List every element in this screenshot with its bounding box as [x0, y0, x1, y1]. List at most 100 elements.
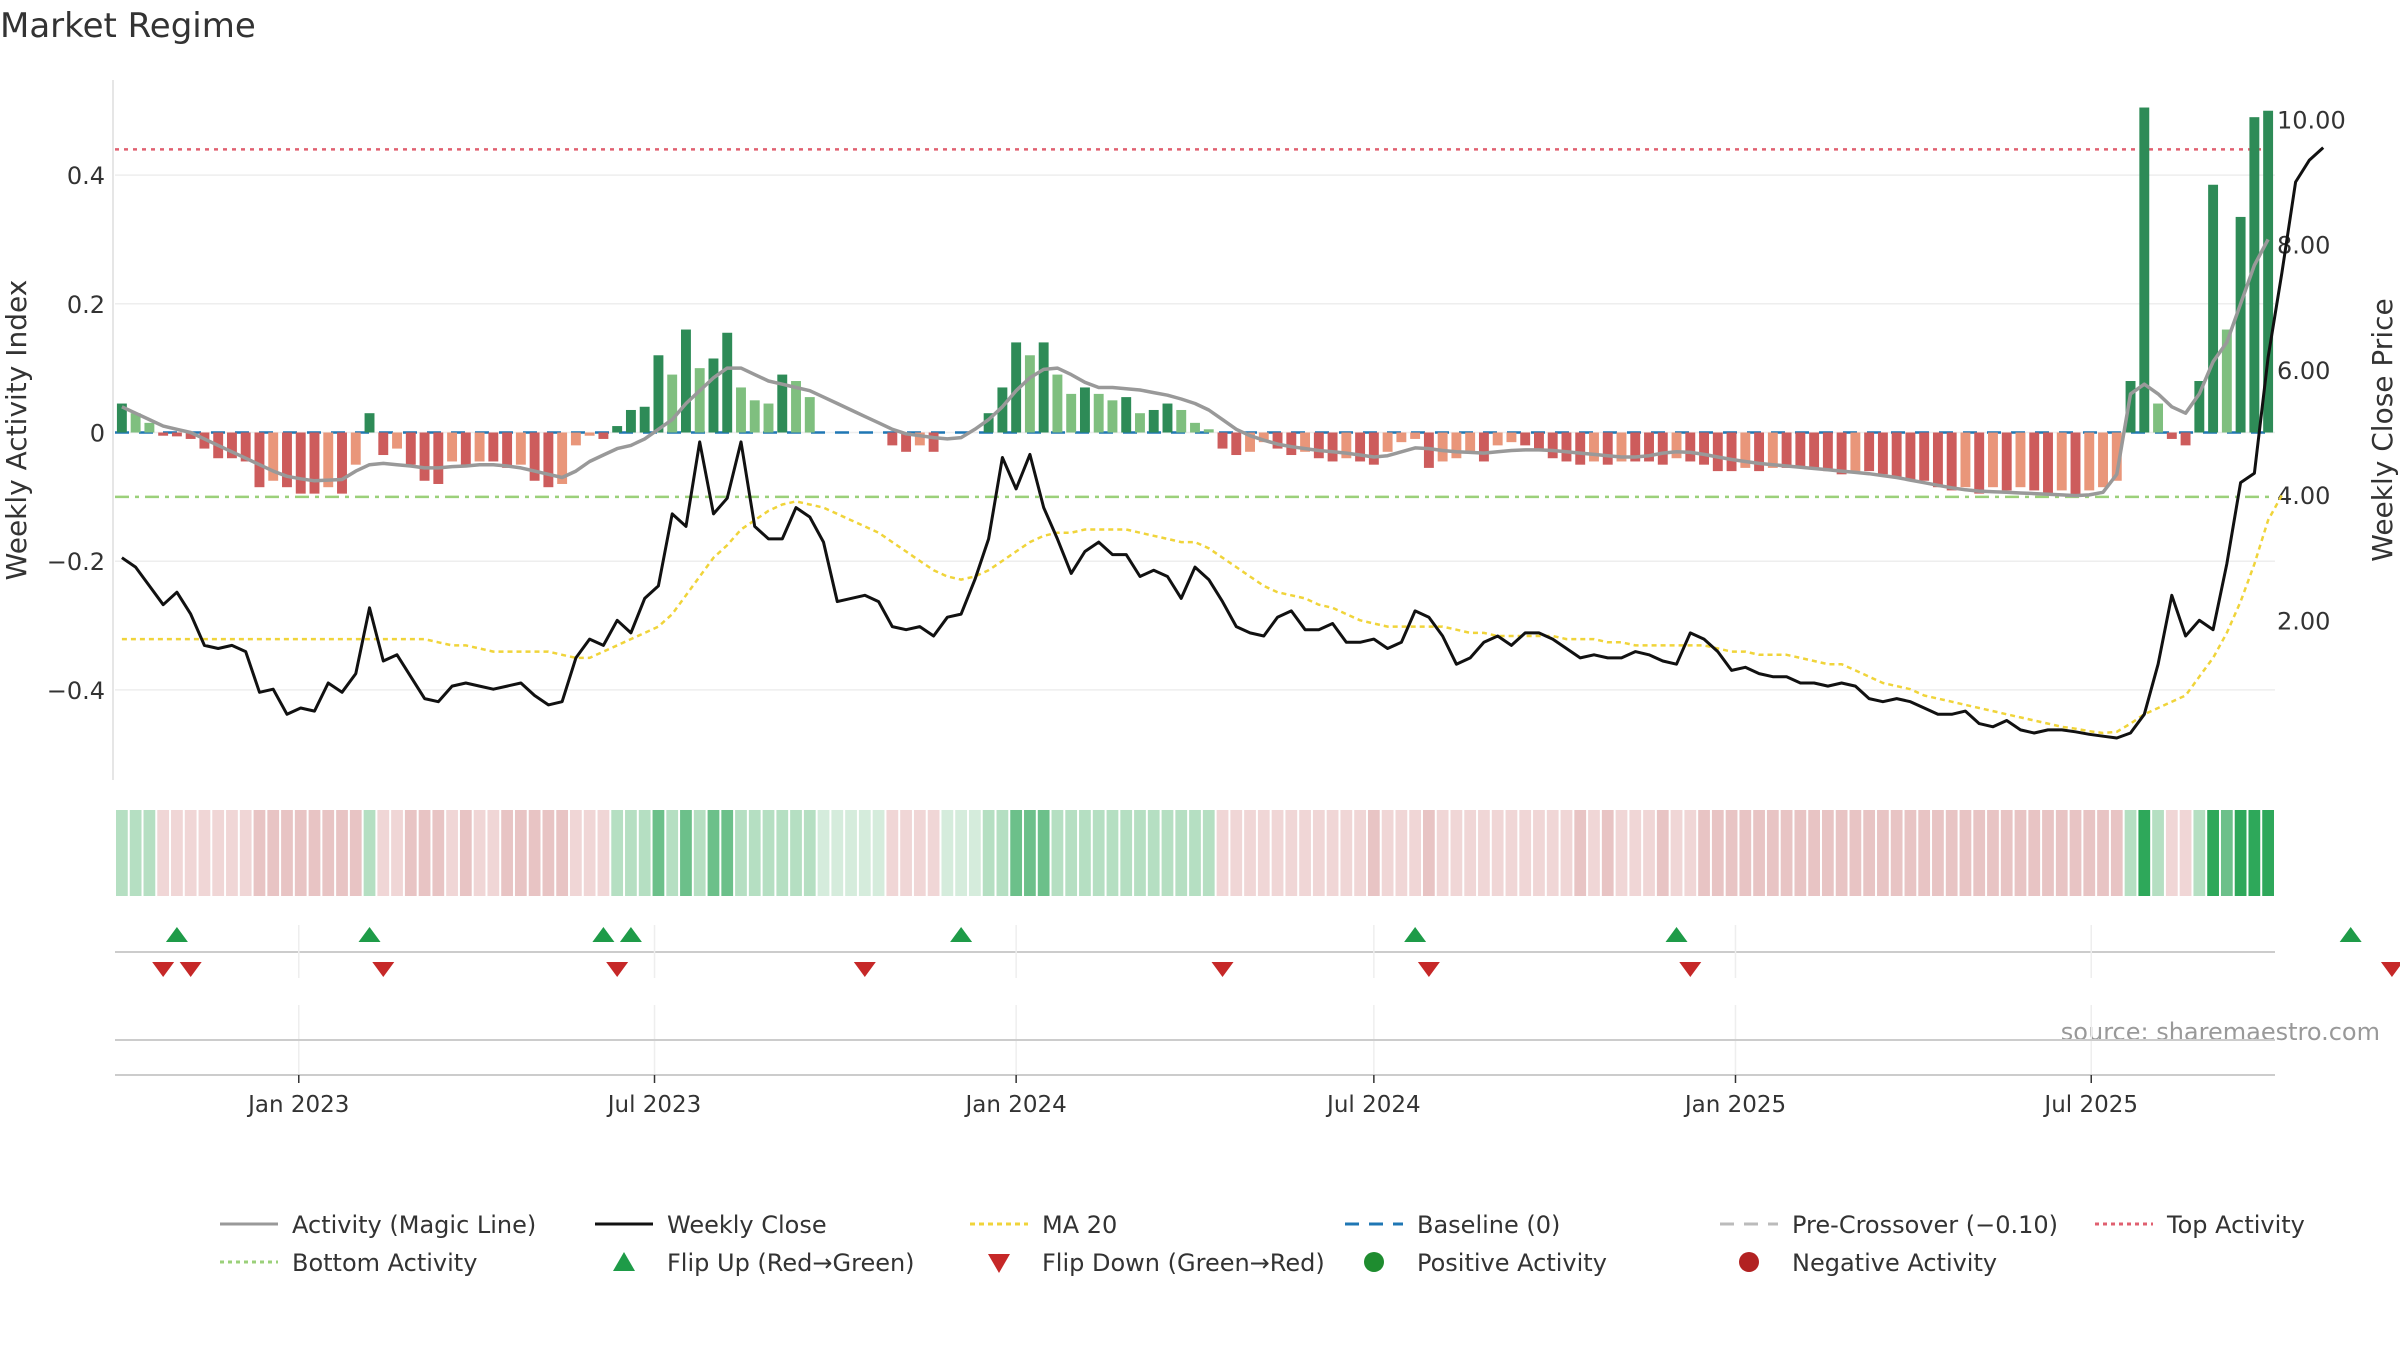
activity-bar	[1492, 432, 1503, 446]
activity-bar	[1699, 432, 1709, 465]
activity-bar	[914, 432, 925, 446]
x-tick-label: Jul 2025	[2042, 1092, 2138, 1118]
activity-bar	[158, 432, 169, 436]
regime-cell	[1780, 810, 1793, 896]
regime-cell	[432, 810, 445, 896]
regime-cell	[1753, 810, 1765, 896]
regime-cell	[982, 810, 995, 896]
legend-item: Top Activity	[2095, 1211, 2305, 1239]
activity-bar	[226, 432, 237, 459]
legend-item: Positive Activity	[1364, 1249, 1607, 1277]
x-tick-label: Jul 2024	[1325, 1092, 1421, 1118]
regime-strip	[116, 810, 2274, 896]
activity-bar	[708, 358, 719, 433]
legend-item: Flip Up (Red→Green)	[613, 1249, 915, 1277]
activity-bar	[2043, 432, 2053, 494]
regime-cell	[1354, 810, 1366, 896]
regime-cell	[2083, 810, 2096, 896]
activity-bar	[488, 432, 499, 462]
activity-bar	[1451, 432, 1462, 459]
regime-cell	[817, 810, 830, 896]
regime-cell	[900, 810, 912, 896]
regime-cell	[1656, 810, 1669, 896]
activity-bar	[1176, 409, 1187, 433]
flip-up-marker	[950, 927, 973, 942]
activity-bar	[901, 432, 912, 452]
regime-cell	[666, 810, 679, 896]
regime-cell	[1505, 810, 1518, 896]
flip-up-marker	[2339, 927, 2362, 942]
activity-bar	[1850, 432, 1861, 472]
legend-swatch	[1364, 1252, 1384, 1272]
regime-cell	[2248, 810, 2261, 896]
regime-cell	[1285, 810, 1298, 896]
regime-cell	[996, 810, 1009, 896]
regime-cell	[652, 810, 665, 896]
legend-swatch	[988, 1254, 1010, 1273]
legend-label: Pre-Crossover (−0.10)	[1792, 1211, 2058, 1239]
regime-cell	[404, 810, 417, 896]
activity-bar	[928, 432, 939, 452]
regime-cell	[913, 810, 926, 896]
activity-bar	[1107, 400, 1118, 433]
regime-cell	[1010, 810, 1023, 896]
regime-cell	[790, 810, 802, 896]
activity-bar	[529, 432, 540, 481]
regime-cell	[1918, 810, 1931, 896]
legend-label: Activity (Magic Line)	[292, 1211, 536, 1239]
activity-bar	[1932, 432, 1943, 488]
regime-cell	[1381, 810, 1394, 896]
activity-bar	[1919, 432, 1930, 481]
activity-bar	[1148, 409, 1159, 433]
regime-cell	[2262, 810, 2274, 896]
x-tick-label: Jan 2025	[1683, 1092, 1786, 1118]
regime-cell	[349, 810, 362, 896]
x-tick-label: Jan 2023	[246, 1092, 349, 1118]
activity-bar	[625, 409, 636, 433]
regime-cell	[1725, 810, 1738, 896]
regime-cell	[1987, 810, 1999, 896]
right-tick-label: 4.00	[2277, 482, 2330, 510]
activity-bar	[350, 432, 361, 465]
regime-cell	[1024, 810, 1036, 896]
flip-up-marker	[165, 927, 188, 942]
activity-bar	[447, 432, 458, 462]
activity-bar	[502, 432, 513, 468]
regime-cell	[459, 810, 472, 896]
regime-cell	[1409, 810, 1422, 896]
activity-bar	[1616, 432, 1627, 462]
activity-bar	[1891, 432, 1902, 478]
activity-bar	[1877, 432, 1888, 475]
activity-bar	[1465, 432, 1476, 452]
flip-up-marker	[592, 927, 615, 942]
regime-cell	[129, 810, 142, 896]
regime-cell	[1230, 810, 1243, 896]
regime-cell	[2097, 810, 2109, 896]
regime-cell	[776, 810, 789, 896]
activity-bar	[1478, 432, 1489, 462]
regime-cell	[363, 810, 376, 896]
regime-cell	[831, 810, 844, 896]
right-tick-label: 6.00	[2277, 357, 2330, 385]
activity-bar	[983, 413, 994, 433]
activity-bar	[1245, 432, 1255, 452]
activity-bar	[116, 403, 127, 433]
activity-bar	[1368, 432, 1379, 465]
regime-cell	[597, 810, 610, 896]
activity-bar	[2208, 184, 2219, 433]
activity-bar	[1533, 432, 1544, 449]
flip-down-marker	[606, 962, 629, 977]
regime-cell	[1904, 810, 1917, 896]
activity-bar	[1162, 403, 1173, 433]
activity-bar	[1946, 432, 1957, 491]
activity-bar	[1506, 432, 1517, 443]
left-tick-label: −0.2	[47, 548, 105, 576]
legend-label: Positive Activity	[1417, 1249, 1607, 1277]
axes: Weekly Activity Index Weekly Close Price	[0, 280, 2399, 581]
regime-cell	[226, 810, 238, 896]
activity-bar	[997, 387, 1008, 433]
regime-cell	[322, 810, 335, 896]
regime-cell	[968, 810, 981, 896]
activity-bar	[1011, 342, 1022, 433]
activity-bar	[2249, 117, 2260, 433]
